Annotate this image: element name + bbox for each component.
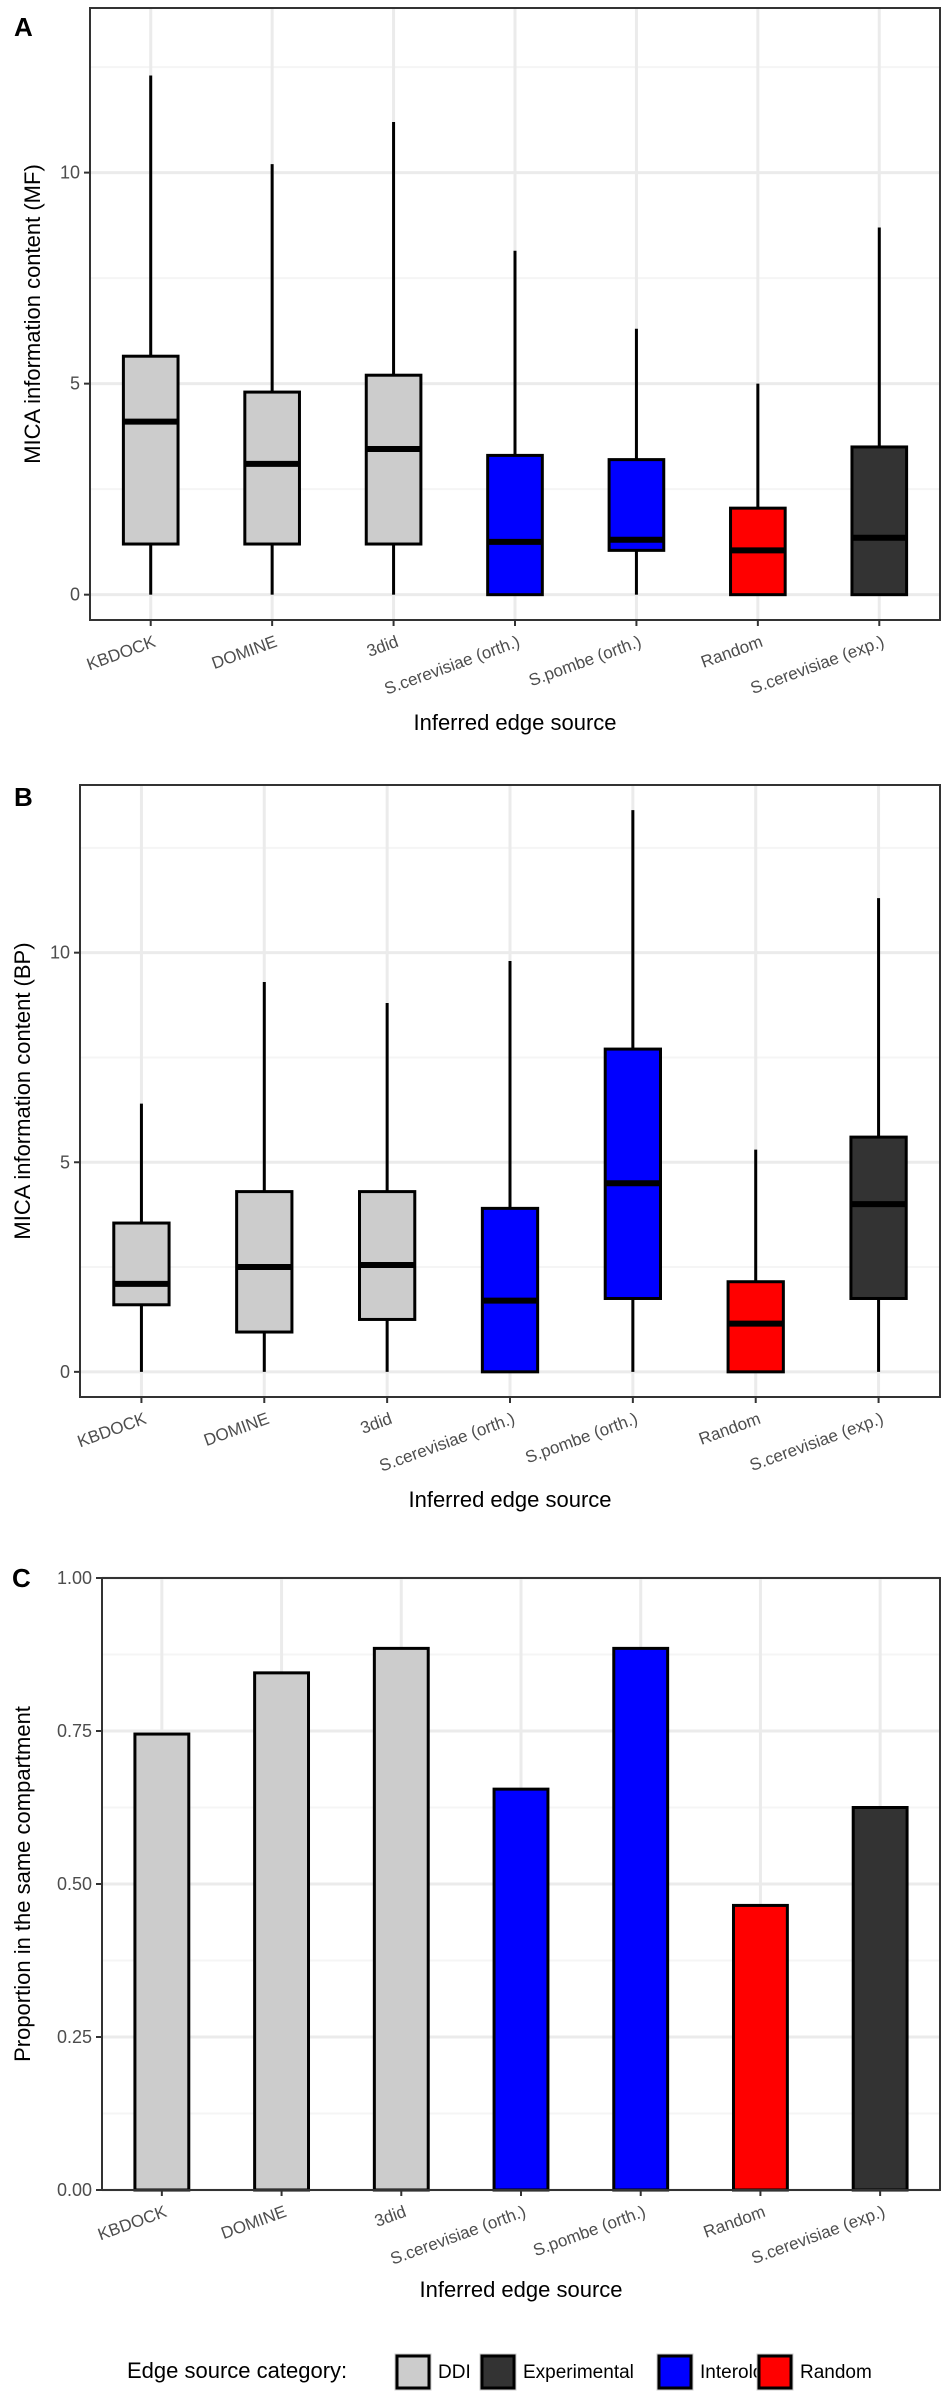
y-axis-title: MICA information content (BP) xyxy=(10,942,35,1239)
y-tick-label: 0 xyxy=(60,1362,70,1382)
bar xyxy=(133,1732,191,2192)
x-tick-label: S.cerevisiae (exp.) xyxy=(748,632,887,698)
y-axis-title: MICA information content (MF) xyxy=(20,164,45,464)
x-tick-label: S.pombe (orth.) xyxy=(526,632,643,690)
legend-label: Experimental xyxy=(523,2362,634,2383)
y-tick-label: 0.75 xyxy=(57,1721,92,1741)
box xyxy=(850,445,909,597)
y-tick-label: 0.50 xyxy=(57,1874,92,1894)
box xyxy=(235,1190,294,1334)
x-tick-label: S.cerevisiae (orth.) xyxy=(388,2202,529,2269)
box xyxy=(726,1280,785,1374)
legend-label: Random xyxy=(800,2362,872,2383)
box xyxy=(112,1221,171,1307)
box xyxy=(364,373,423,546)
x-tick-label: S.pombe (orth.) xyxy=(523,1409,640,1467)
x-tick-label: S.cerevisiae (exp.) xyxy=(747,1409,886,1475)
box xyxy=(603,1047,663,1300)
x-tick-label: 3did xyxy=(358,1409,395,1438)
x-tick-label: KBDOCK xyxy=(84,632,159,675)
legend-swatch xyxy=(480,2354,516,2390)
panel-letter: B xyxy=(14,782,33,812)
box xyxy=(358,1190,417,1321)
legend: Edge source category: DDI Experimental Inte… xyxy=(127,2353,872,2391)
y-tick-label: 0 xyxy=(70,585,80,605)
x-tick-label: Random xyxy=(698,632,765,672)
legend-swatch xyxy=(757,2354,793,2390)
y-tick-label: 10 xyxy=(60,163,80,183)
x-tick-label: S.cerevisiae (orth.) xyxy=(382,632,523,699)
panel-letter: C xyxy=(12,1563,31,1593)
y-tick-label: 0.00 xyxy=(57,2180,92,2200)
box xyxy=(849,1135,908,1300)
panel-letter: A xyxy=(14,12,33,42)
legend-swatch xyxy=(395,2354,431,2390)
y-tick-label: 5 xyxy=(70,374,80,394)
bar xyxy=(731,1903,789,2192)
x-tick-label: DOMINE xyxy=(201,1409,271,1450)
x-tick-label: 3did xyxy=(372,2202,409,2231)
x-axis-title: Inferred edge source xyxy=(419,2277,622,2302)
bar xyxy=(492,1787,550,2192)
x-axis-title: Inferred edge source xyxy=(413,710,616,735)
bar xyxy=(851,1806,909,2192)
x-tick-label: Random xyxy=(701,2202,768,2242)
box xyxy=(486,453,544,597)
y-tick-label: 10 xyxy=(50,943,70,963)
x-axis-title: Inferred edge source xyxy=(408,1487,611,1512)
bar xyxy=(612,1646,670,2192)
x-tick-label: S.cerevisiae (orth.) xyxy=(377,1409,518,1476)
y-tick-label: 5 xyxy=(60,1152,70,1172)
x-tick-label: Random xyxy=(696,1409,763,1449)
y-tick-label: 1.00 xyxy=(57,1568,92,1588)
y-axis-title: Proportion in the same compartment xyxy=(10,1706,35,2062)
x-tick-label: KBDOCK xyxy=(95,2202,170,2245)
x-tick-label: KBDOCK xyxy=(75,1409,150,1452)
x-tick-label: DOMINE xyxy=(219,2202,289,2243)
x-tick-label: DOMINE xyxy=(209,632,279,673)
x-tick-label: S.pombe (orth.) xyxy=(531,2202,648,2260)
box xyxy=(607,458,666,552)
box xyxy=(121,354,180,546)
legend-title: Edge source category: xyxy=(127,2358,347,2383)
bar xyxy=(372,1646,430,2192)
box xyxy=(480,1206,540,1374)
legend-label: Interolog xyxy=(700,2362,774,2383)
box xyxy=(243,390,301,546)
bar xyxy=(253,1671,311,2192)
y-tick-label: 0.25 xyxy=(57,2027,92,2047)
legend-swatch xyxy=(657,2354,693,2390)
x-tick-label: 3did xyxy=(364,632,401,661)
x-tick-label: S.cerevisiae (exp.) xyxy=(749,2202,888,2268)
legend-label: DDI xyxy=(438,2362,471,2383)
